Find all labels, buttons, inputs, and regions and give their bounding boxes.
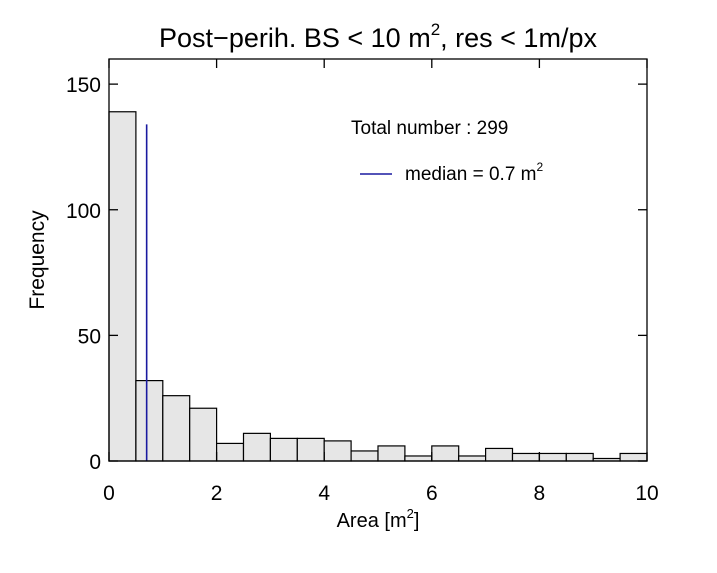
x-tick-label: 2 bbox=[211, 482, 223, 505]
x-tick-label: 8 bbox=[534, 482, 546, 505]
histogram-bar bbox=[269, 437, 298, 462]
chart-title-sup: 2 bbox=[431, 20, 440, 39]
x-axis-label-sup: 2 bbox=[407, 506, 414, 521]
plot-frame bbox=[108, 58, 648, 462]
y-tick-label: 50 bbox=[78, 325, 101, 348]
legend-median-label-sup: 2 bbox=[537, 160, 544, 174]
legend-median-label-main: median = 0.7 m bbox=[405, 164, 537, 185]
chart-title-main: Post−perih. BS < 10 m bbox=[159, 23, 431, 53]
histogram-bar bbox=[511, 452, 540, 462]
histogram-bar bbox=[431, 445, 460, 462]
x-axis-label: Area [m2] bbox=[337, 506, 420, 532]
x-axis-label-tail: ] bbox=[414, 510, 420, 532]
histogram-bar bbox=[216, 442, 245, 462]
chart-title: Post−perih. BS < 10 m2, res < 1m/px bbox=[159, 20, 597, 53]
x-tick-label: 0 bbox=[103, 482, 115, 505]
histogram-bar bbox=[242, 432, 271, 462]
x-tick-label: 4 bbox=[318, 482, 330, 505]
histogram-bar bbox=[135, 380, 164, 462]
total-number-label: Total number : 299 bbox=[351, 118, 508, 139]
x-tick-label: 6 bbox=[426, 482, 438, 505]
y-axis-label: Frequency bbox=[26, 210, 49, 310]
histogram-bar bbox=[565, 452, 594, 462]
histogram-bar bbox=[619, 452, 648, 462]
histogram-bar bbox=[108, 111, 137, 462]
histogram-bar bbox=[458, 455, 487, 462]
y-tick-label: 150 bbox=[66, 74, 101, 97]
histogram-bar bbox=[538, 452, 567, 462]
histogram-bar bbox=[485, 447, 514, 462]
histogram-bar bbox=[162, 395, 191, 462]
histogram-bar bbox=[350, 450, 379, 462]
histogram-bar bbox=[404, 455, 433, 462]
y-tick-label: 0 bbox=[89, 451, 101, 474]
histogram-bars bbox=[108, 111, 648, 462]
y-tick-label: 100 bbox=[66, 200, 101, 223]
histogram-bar bbox=[296, 437, 325, 462]
legend-median-label: median = 0.7 m2 bbox=[405, 160, 544, 185]
chart-title-tail: , res < 1m/px bbox=[440, 23, 597, 53]
x-tick-label: 10 bbox=[635, 482, 658, 505]
histogram-bar bbox=[323, 440, 352, 462]
histogram-bar bbox=[189, 407, 218, 462]
histogram-bar bbox=[377, 445, 406, 462]
x-axis-label-main: Area [m bbox=[337, 510, 407, 532]
